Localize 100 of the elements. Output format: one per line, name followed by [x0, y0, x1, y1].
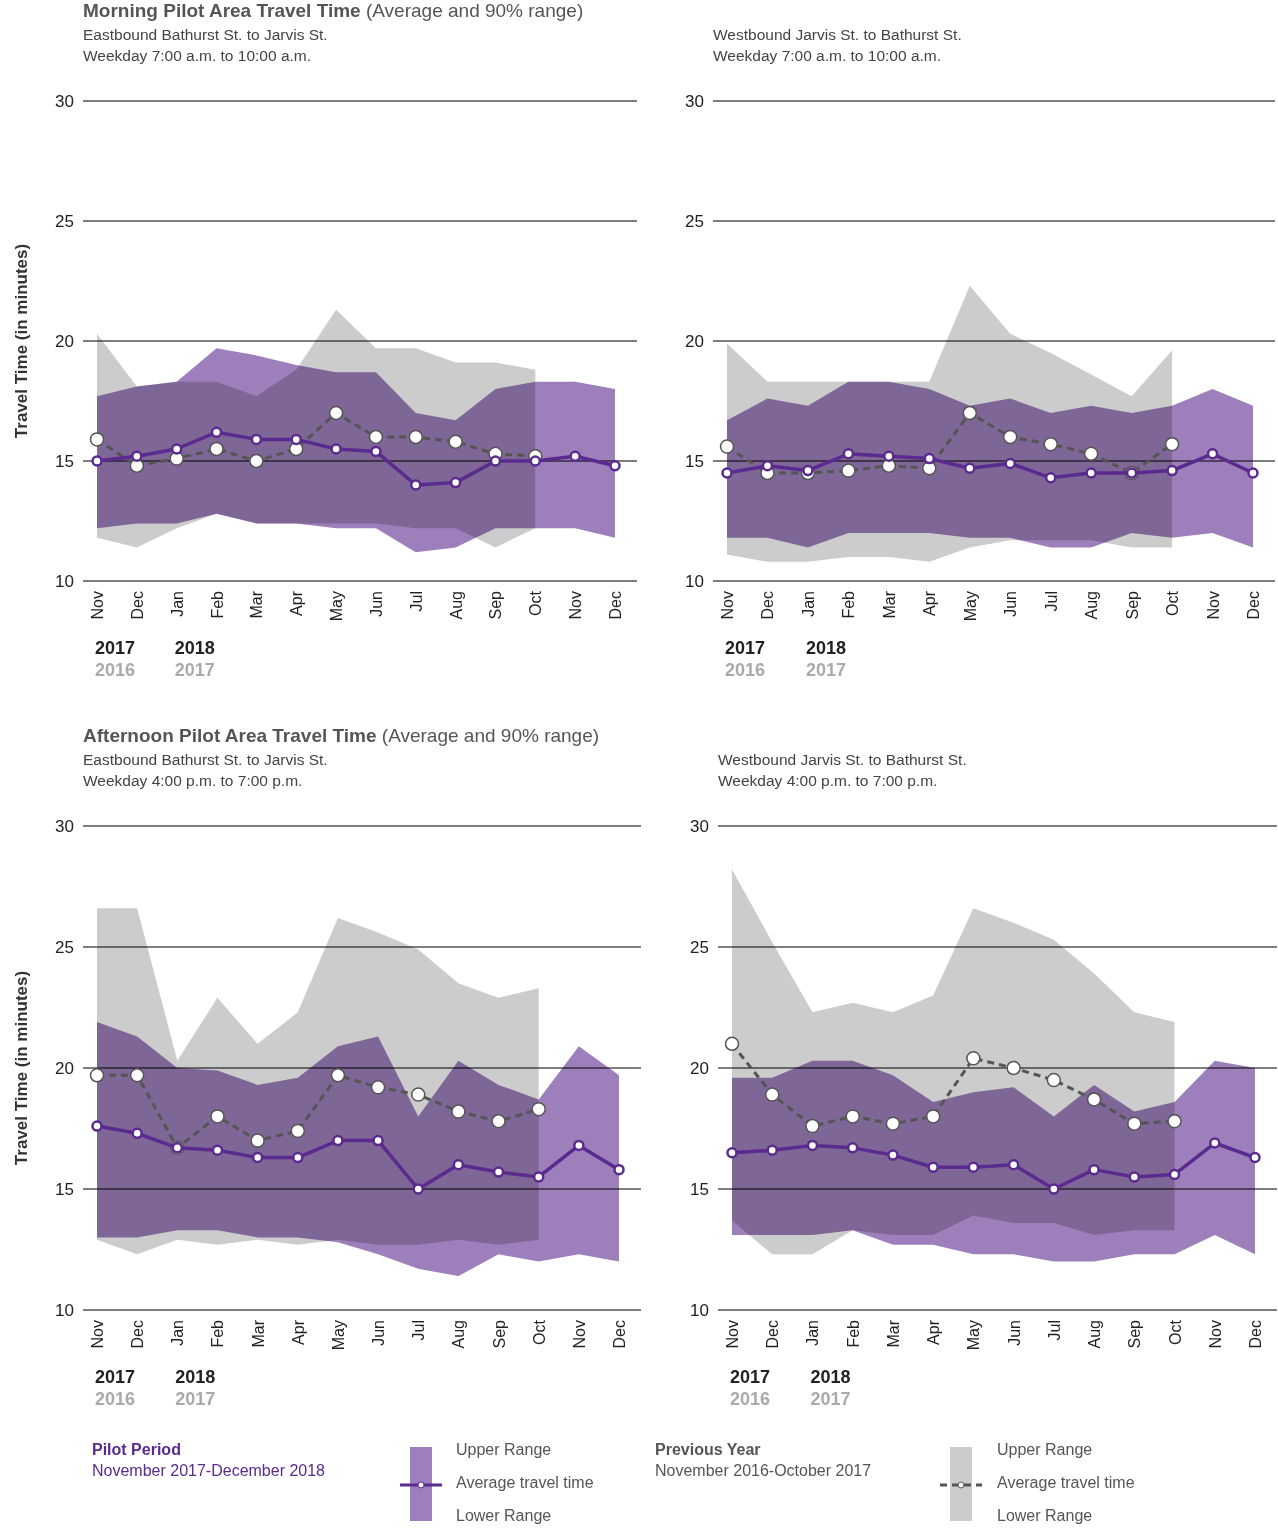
chart-title: Afternoon Pilot Area Travel Time (Average and 90% range): [83, 725, 600, 746]
text: 2018: [805, 638, 846, 658]
chart-subtitle: Eastbound Bathurst St. to Jarvis St. Weekday 7:00 a.m. to 10:00 a.m.: [83, 26, 328, 64]
y-tick-label: 20: [685, 331, 704, 351]
point: [209, 441, 224, 457]
x-tick-label: Dec: [129, 1320, 147, 1349]
point: [412, 1183, 424, 1195]
point: [330, 1068, 346, 1083]
point: [1044, 472, 1057, 484]
text: 2017: [810, 1389, 851, 1409]
point: [1247, 467, 1259, 479]
y-tick-label: 15: [690, 1179, 709, 1199]
y-tick-label: 10: [690, 1300, 709, 1320]
x-tick-label: Jul: [1045, 1320, 1063, 1341]
point: [372, 1134, 384, 1147]
point: [1209, 1137, 1221, 1149]
point: [841, 463, 856, 478]
point: [1002, 429, 1018, 445]
text: 2018: [810, 1367, 851, 1387]
point: [883, 450, 895, 462]
point: [408, 429, 424, 445]
x-tick-label: May: [965, 1320, 983, 1351]
point: [721, 467, 733, 479]
point: [569, 450, 581, 462]
y-tick-label: 20: [690, 1058, 709, 1078]
text: 2018: [175, 1367, 216, 1387]
point: [449, 476, 462, 489]
text: 2017: [94, 638, 136, 658]
x-tick-label: Apr: [921, 590, 939, 616]
point: [531, 1101, 546, 1117]
text: Lower Range: [456, 1507, 552, 1524]
text: November 2017-December 2018: [92, 1462, 326, 1479]
point: [131, 450, 143, 462]
text: 2016: [94, 660, 136, 680]
point: [842, 448, 855, 460]
text: 2018: [174, 638, 215, 658]
x-tick-label: Mar: [249, 1319, 267, 1348]
x-tick-label: Mar: [884, 1319, 902, 1348]
x-tick-label: Jan: [169, 1320, 187, 1346]
point: [613, 1163, 625, 1176]
x-tick-label: Nov: [1204, 591, 1222, 620]
x-tick-label: Apr: [925, 1319, 943, 1345]
point: [368, 429, 384, 445]
point: [927, 1161, 939, 1173]
point: [370, 445, 382, 458]
x-tick-label: Dec: [611, 1320, 628, 1349]
y-tick-label: 10: [55, 571, 74, 591]
point: [290, 1123, 306, 1139]
x-tick-label: Feb: [209, 1319, 227, 1348]
x-tick-label: Feb: [208, 590, 226, 619]
point: [885, 1116, 901, 1131]
point: [1006, 1060, 1021, 1076]
point: [1127, 1116, 1142, 1131]
point: [89, 1068, 105, 1083]
x-tick-label: Jun: [367, 591, 385, 617]
point: [802, 464, 814, 477]
point: [764, 1087, 780, 1102]
point: [724, 1036, 740, 1052]
text: 2016: [724, 660, 766, 680]
y-tick-label: 25: [685, 211, 704, 231]
x-tick-label: Feb: [840, 590, 858, 619]
point: [761, 460, 774, 472]
x-tick-label: Nov: [719, 591, 736, 620]
x-tick-label: Mar: [880, 590, 898, 619]
x-tick-label: Nov: [567, 591, 585, 620]
y-tick-label: 15: [55, 1179, 74, 1199]
x-tick-label: Nov: [570, 1320, 588, 1349]
x-tick-label: Dec: [607, 591, 624, 620]
x-tick-label: Jan: [168, 591, 186, 617]
x-tick-label: Oct: [530, 1319, 548, 1345]
text: Average travel time: [997, 1474, 1135, 1491]
x-tick-label: Aug: [1083, 591, 1101, 620]
x-tick-label: Aug: [447, 591, 465, 620]
point: [962, 405, 978, 421]
text: Lower Range: [997, 1507, 1093, 1524]
x-tick-label: Aug: [1086, 1320, 1104, 1349]
point: [292, 1151, 304, 1164]
point: [210, 1109, 225, 1124]
y-tick-label: 25: [55, 211, 74, 231]
y-tick-label: 20: [55, 1058, 74, 1078]
y-tick-label: 30: [55, 91, 74, 111]
x-tick-label: Sep: [1126, 1319, 1144, 1349]
x-tick-label: Jul: [407, 591, 425, 612]
point: [925, 1109, 941, 1124]
point: [332, 1134, 344, 1147]
x-tick-label: Nov: [89, 591, 106, 620]
point: [170, 443, 183, 455]
point: [1168, 1168, 1181, 1181]
point: [492, 1166, 505, 1178]
text: Average travel time: [456, 1474, 594, 1491]
point: [250, 433, 263, 446]
point: [923, 452, 936, 465]
text: 2017: [175, 1389, 216, 1409]
text: Upper Range: [997, 1441, 1093, 1458]
x-tick-label: Jul: [1042, 591, 1060, 612]
x-tick-label: Jun: [1002, 591, 1020, 617]
x-tick-label: Nov: [89, 1320, 106, 1349]
point: [806, 1139, 819, 1152]
point: [1206, 448, 1219, 460]
point: [1167, 1113, 1182, 1129]
